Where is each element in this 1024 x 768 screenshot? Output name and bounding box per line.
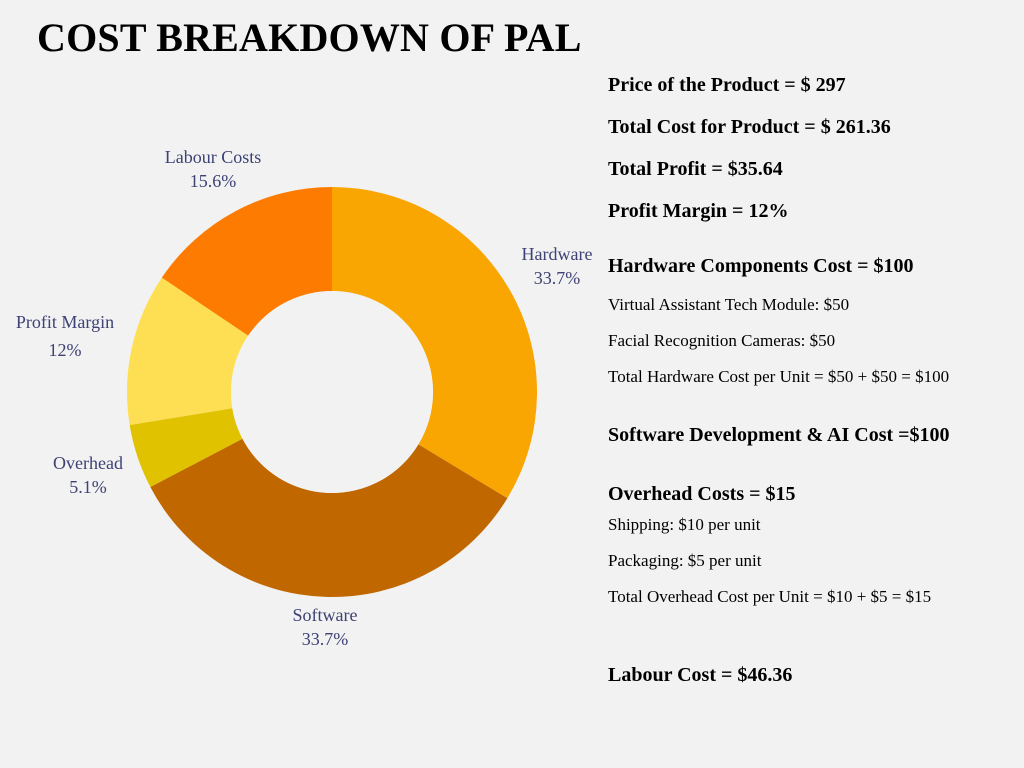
- value-label: 12%: [49, 340, 82, 360]
- hardware-item-cameras: Facial Recognition Cameras: $50: [608, 331, 836, 350]
- overhead-item-shipping: Shipping: $10 per unit: [608, 515, 761, 534]
- label-profit-margin: Profit Margin 12%: [16, 312, 114, 360]
- slice-labels: Hardware 33.7% Software 33.7% Overhead 5.1% Pr…: [16, 147, 593, 649]
- overhead-heading: Overhead Costs = $15: [608, 483, 796, 505]
- slice-overhead: [129, 408, 243, 487]
- label-overhead: Overhead 5.1%: [53, 453, 123, 497]
- overhead-total: Total Overhead Cost per Unit = $10 + $5 …: [608, 587, 932, 606]
- category-label: Hardware: [522, 244, 593, 264]
- category-label: Overhead: [53, 453, 123, 473]
- value-label: 5.1%: [69, 477, 107, 497]
- value-label: 33.7%: [302, 629, 349, 649]
- label-hardware: Hardware 33.7%: [522, 244, 593, 288]
- software-heading: Software Development & AI Cost =$100: [608, 424, 950, 446]
- page-title: COST BREAKDOWN OF PAL: [37, 15, 582, 60]
- hardware-total: Total Hardware Cost per Unit = $50 + $50…: [608, 367, 950, 386]
- total-profit-text: Total Profit = $35.64: [608, 158, 783, 180]
- label-software: Software 33.7%: [293, 605, 358, 649]
- profit-margin-text: Profit Margin = 12%: [608, 200, 789, 222]
- value-label: 15.6%: [190, 171, 237, 191]
- slice-hardware: [332, 187, 537, 499]
- slice-software: [150, 438, 508, 597]
- hardware-item-assistant: Virtual Assistant Tech Module: $50: [608, 295, 850, 314]
- category-label: Software: [293, 605, 358, 625]
- slice-profit-margin: [127, 277, 249, 425]
- slice-labour-costs: [161, 187, 332, 336]
- hardware-heading: Hardware Components Cost = $100: [608, 255, 914, 277]
- labour-heading: Labour Cost = $46.36: [608, 664, 793, 686]
- donut-chart: Hardware 33.7% Software 33.7% Overhead 5.1% Pr…: [16, 147, 593, 649]
- donut-hole: [231, 291, 433, 493]
- label-labour-costs: Labour Costs 15.6%: [165, 147, 262, 191]
- donut-slices: [127, 187, 537, 597]
- category-label: Profit Margin: [16, 312, 114, 332]
- total-cost-text: Total Cost for Product = $ 261.36: [608, 116, 891, 138]
- value-label: 33.7%: [534, 268, 581, 288]
- price-text: Price of the Product = $ 297: [608, 74, 846, 96]
- overhead-item-packaging: Packaging: $5 per unit: [608, 551, 762, 570]
- category-label: Labour Costs: [165, 147, 262, 167]
